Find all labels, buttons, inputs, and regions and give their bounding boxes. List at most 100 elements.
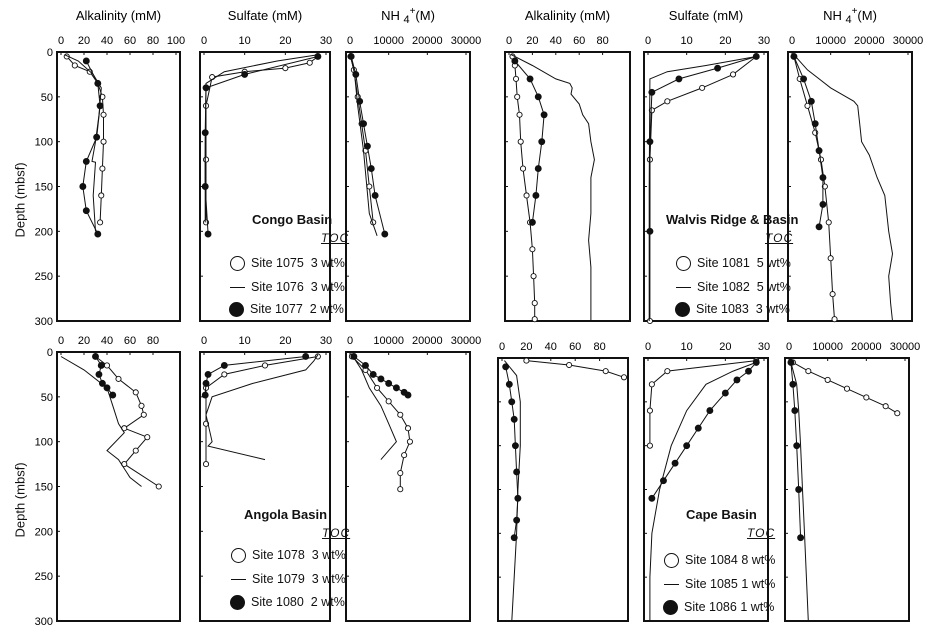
series-line-site-1085 [504,360,521,622]
data-point [804,102,811,109]
data-point [363,142,371,150]
x-tick-label: 20 [719,341,731,353]
data-point [132,447,139,454]
data-point [530,273,537,280]
data-point [513,468,521,476]
data-point [523,357,530,364]
data-point [362,362,369,369]
panel-3: 0 20 40 60 80 [504,35,631,323]
legend-toc-header: TOC [765,231,794,245]
data-point [694,424,702,432]
plot-frame [345,51,471,322]
data-point [99,165,106,172]
x-tick-label: 30 [320,35,332,47]
data-point [819,174,827,181]
variable-header: NH 4+(M) [381,6,435,26]
data-point [664,368,671,375]
series-line-site-1082 [793,54,894,322]
x-tick-label: 20000 [412,335,443,347]
y-axis-label-top: Depth (mbsf) [12,162,28,238]
series-line-site-1086 [790,362,802,538]
variable-header: Sulfate (mM) [228,8,302,23]
data-point [534,165,542,173]
y-tick-label: 250 [35,571,53,583]
data-point [314,53,322,60]
x-tick-label: 30 [758,35,770,47]
series-line-site-1085 [649,361,757,621]
x-tick-label: 0 [789,35,795,47]
data-point [392,384,400,392]
x-tick-label: 20 [279,335,291,347]
legend-item: Site 1077 2 wt% [229,302,344,318]
data-point [829,291,836,298]
legend-item: Site 1075 3 wt% [230,256,345,272]
data-point [534,93,542,101]
data-point [508,398,516,406]
data-point [367,165,375,173]
series-line-site-1076 [204,54,318,223]
data-point [202,84,210,92]
legend-toc-header: TOC [322,526,351,540]
data-point [138,402,145,409]
legend-item: Site 1082 5 wt% [676,280,791,294]
x-tick-label: 20 [526,35,538,47]
legend-item: Site 1079 3 wt% [231,572,346,586]
y-tick-label: 50 [41,92,53,104]
data-point [98,192,105,199]
x-tick-label: 0 [201,35,207,47]
x-tick-label: 0 [645,341,651,353]
data-point [109,391,117,399]
series-line-site-1078 [351,356,411,490]
data-point [706,407,714,415]
data-point [646,138,654,146]
x-tick-label: 30 [758,341,770,353]
x-tick-label: 30000 [890,341,921,353]
data-point [350,353,358,360]
data-point [683,442,691,450]
data-point [790,53,798,60]
legend-item: Site 1081 5 wt% [676,256,791,272]
y-axis-label-bottom: Depth (mbsf) [12,462,28,538]
filled-circle-icon [229,302,244,318]
data-point [100,111,107,118]
data-point [821,183,828,190]
legend-toc-header: TOC [747,526,776,540]
x-tick-label: 30 [320,335,332,347]
data-point [646,407,653,414]
data-point [540,111,548,119]
x-tick-label: 0 [347,335,353,347]
legend-item: Site 1083 3 wt% [675,302,790,318]
data-point [505,380,513,388]
data-point [385,379,393,387]
data-point [221,371,228,378]
data-point [511,57,519,65]
series-line-site-1086 [651,362,757,499]
data-point [510,415,518,423]
panel-6: 0 20 40 60 80 0 50 100 150 200 250 300 [35,335,181,628]
legend-item: Site 1078 3 wt% [231,548,346,564]
data-point [811,120,819,128]
x-tick-label: 0 [645,35,651,47]
data-point [510,534,518,542]
data-point [805,368,812,375]
data-point [789,380,797,388]
data-point [356,97,364,105]
x-tick-label: 100 [167,35,185,47]
legend-toc-header: TOC [321,231,350,245]
series-line-site-1078 [205,356,318,465]
series-line-site-1083 [649,56,757,232]
data-point [97,362,105,369]
data-point [220,362,228,369]
y-tick-label: 0 [47,347,53,359]
data-point [532,192,540,199]
filled-circle-icon [675,302,690,318]
data-point [894,410,901,417]
data-point [79,183,87,190]
data-point [314,353,321,360]
series-line-site-1086 [505,366,519,538]
data-point [144,434,151,441]
line-icon [230,287,245,289]
data-point [648,381,655,388]
data-point [397,411,404,418]
series-line-site-1079 [60,356,142,487]
